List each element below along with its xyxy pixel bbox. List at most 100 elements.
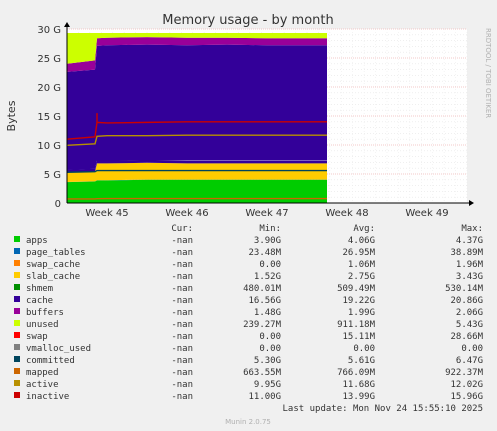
legend-name: cache: [26, 296, 53, 306]
legend-cur: -nan: [171, 368, 193, 378]
legend-max: 1.96M: [456, 260, 484, 270]
legend-cur: -nan: [171, 236, 193, 246]
legend-min: 16.56G: [248, 296, 281, 306]
legend-cur: -nan: [171, 296, 193, 306]
legend: Cur: Min: Avg: Max: apps -nan 3.90G 4.06G 4.…: [14, 224, 484, 402]
legend-max: 38.89M: [450, 248, 483, 258]
legend-swatch: [14, 392, 20, 398]
legend-name: swap: [26, 332, 48, 342]
legend-cur: -nan: [171, 284, 193, 294]
area-slab_cache: [67, 162, 327, 182]
last-update: Last update: Mon Nov 24 15:55:10 2025: [283, 404, 483, 414]
legend-swatch: [14, 308, 20, 314]
legend-min: 3.90G: [254, 236, 281, 246]
legend-max: 5.43G: [456, 320, 483, 330]
legend-avg: 766.09M: [337, 368, 376, 378]
chart-title: Memory usage - by month: [162, 13, 333, 28]
legend-max: 15.96G: [450, 392, 483, 402]
legend-name: shmem: [26, 284, 53, 294]
legend-header-cur: Cur:: [171, 224, 193, 234]
legend-cur: -nan: [171, 332, 193, 342]
legend-swatch: [14, 272, 20, 278]
legend-max: 28.66M: [450, 332, 483, 342]
legend-cur: -nan: [171, 272, 193, 282]
legend-row: buffers -nan 1.48G 1.99G 2.06G: [14, 308, 483, 318]
stacked-areas: [67, 33, 327, 203]
y-tick-label: 10 G: [37, 141, 61, 152]
legend-avg: 5.61G: [348, 356, 375, 366]
legend-cur: -nan: [171, 380, 193, 390]
legend-avg: 911.18M: [337, 320, 376, 330]
legend-swatch: [14, 248, 20, 254]
legend-avg: 11.68G: [342, 380, 375, 390]
y-tick-label: 0: [55, 199, 61, 210]
y-tick-labels: 0 5 G 10 G 15 G 20 G 25 G 30 G: [37, 25, 61, 210]
legend-row: mapped -nan 663.55M 766.09M 922.37M: [14, 368, 484, 378]
legend-row: cache -nan 16.56G 19.22G 20.86G: [14, 296, 483, 306]
legend-name: apps: [26, 236, 48, 246]
legend-max: 3.43G: [456, 272, 483, 282]
y-tick-label: 20 G: [37, 83, 61, 94]
legend-cur: -nan: [171, 260, 193, 270]
legend-row: swap_cache -nan 0.00 1.06M 1.96M: [14, 260, 484, 270]
legend-min: 0.00: [259, 260, 281, 270]
legend-swatch: [14, 284, 20, 290]
munin-version: Munin 2.0.75: [225, 418, 271, 426]
legend-min: 0.00: [259, 344, 281, 354]
legend-min: 239.27M: [243, 320, 282, 330]
legend-min: 1.48G: [254, 308, 281, 318]
legend-max: 922.37M: [445, 368, 484, 378]
legend-header-min: Min:: [259, 224, 281, 234]
legend-row: unused -nan 239.27M 911.18M 5.43G: [14, 320, 483, 330]
line-active: [66, 134, 327, 146]
legend-name: swap_cache: [26, 260, 80, 270]
legend-name: vmalloc_used: [26, 344, 91, 354]
legend-avg: 509.49M: [337, 284, 376, 294]
legend-swatch: [14, 368, 20, 374]
legend-swatch: [14, 320, 20, 326]
legend-name: inactive: [26, 392, 69, 402]
legend-max: 6.47G: [456, 356, 483, 366]
y-tick-label: 5 G: [44, 170, 61, 181]
legend-row: apps -nan 3.90G 4.06G 4.37G: [14, 236, 483, 246]
legend-max: 20.86G: [450, 296, 483, 306]
legend-name: active: [26, 380, 59, 390]
legend-avg: 1.99G: [348, 308, 375, 318]
line-inactive: [66, 121, 327, 140]
legend-avg: 26.95M: [342, 248, 375, 258]
legend-header-max: Max:: [461, 224, 483, 234]
legend-min: 1.52G: [254, 272, 281, 282]
legend-header-avg: Avg:: [353, 224, 375, 234]
legend-cur: -nan: [171, 308, 193, 318]
legend-min: 5.30G: [254, 356, 281, 366]
area-cache: [67, 44, 327, 170]
legend-row: inactive -nan 11.00G 13.99G 15.96G: [14, 392, 483, 402]
line-committed: [66, 169, 327, 173]
legend-row: active -nan 9.95G 11.68G 12.02G: [14, 380, 483, 390]
area-apps: [67, 179, 327, 203]
legend-avg: 13.99G: [342, 392, 375, 402]
axes: [64, 22, 474, 206]
legend-cur: -nan: [171, 248, 193, 258]
legend-max: 0.00: [461, 344, 483, 354]
legend-max: 12.02G: [450, 380, 483, 390]
y-axis-label: Bytes: [5, 100, 18, 131]
legend-min: 0.00: [259, 332, 281, 342]
legend-swatch: [14, 356, 20, 362]
legend-row: shmem -nan 480.01M 509.49M 530.14M: [14, 284, 484, 294]
legend-name: mapped: [26, 368, 59, 378]
legend-name: unused: [26, 320, 59, 330]
y-tick-label: 15 G: [37, 112, 61, 123]
area-shmem: [67, 159, 327, 173]
legend-min: 480.01M: [243, 284, 282, 294]
legend-cur: -nan: [171, 392, 193, 402]
legend-min: 11.00G: [248, 392, 281, 402]
legend-min: 663.55M: [243, 368, 282, 378]
legend-max: 4.37G: [456, 236, 483, 246]
legend-avg: 15.11M: [342, 332, 375, 342]
legend-row: vmalloc_used -nan 0.00 0.00 0.00: [14, 344, 483, 354]
legend-max: 2.06G: [456, 308, 483, 318]
series-lines: [66, 113, 327, 200]
legend-row: committed -nan 5.30G 5.61G 6.47G: [14, 356, 483, 366]
